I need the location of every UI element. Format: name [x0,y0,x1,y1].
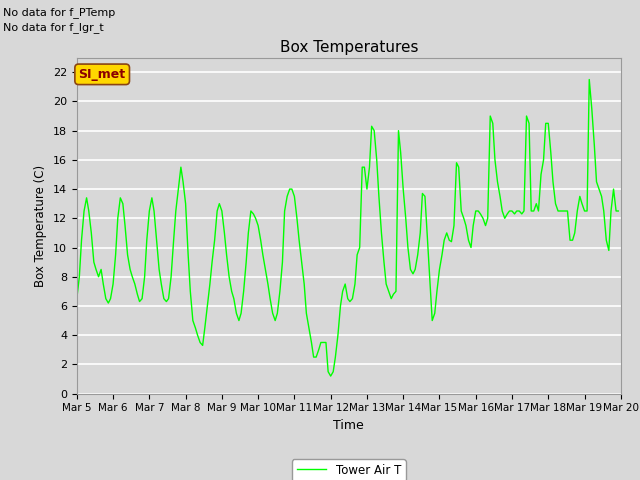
Legend: Tower Air T: Tower Air T [292,459,406,480]
Text: No data for f_lgr_t: No data for f_lgr_t [3,22,104,33]
Tower Air T [223,252,230,258]
Text: No data for f_PTemp: No data for f_PTemp [3,7,115,18]
Tower Air T [184,252,192,258]
Y-axis label: Box Temperature (C): Box Temperature (C) [35,165,47,287]
Tower Air T [527,208,535,214]
X-axis label: Time: Time [333,419,364,432]
Tower Air T [452,160,460,166]
Tower Air T [506,208,513,214]
Tower Air T [511,211,518,217]
Line: Tower Air T: Tower Air T [77,80,618,376]
Tower Air T [614,208,622,214]
Tower Air T [586,77,593,83]
Title: Box Temperatures: Box Temperatures [280,40,418,55]
Tower Air T [73,296,81,301]
Text: SI_met: SI_met [79,68,125,81]
Tower Air T [327,373,335,379]
